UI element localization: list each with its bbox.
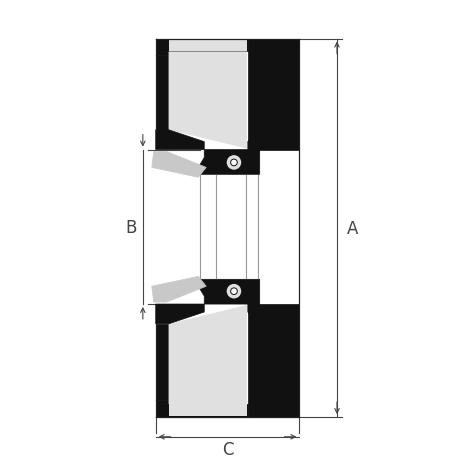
Polygon shape [151,277,206,302]
Polygon shape [151,152,206,178]
Polygon shape [198,150,259,175]
Polygon shape [156,39,247,56]
Polygon shape [156,130,204,150]
Polygon shape [247,136,259,150]
Polygon shape [156,400,247,417]
Polygon shape [156,304,204,324]
Polygon shape [247,39,299,150]
Circle shape [225,155,241,171]
Polygon shape [168,404,246,416]
Text: C: C [221,440,233,458]
Polygon shape [247,304,299,417]
Polygon shape [156,324,168,400]
Text: B: B [125,218,136,236]
Polygon shape [247,304,259,318]
Circle shape [230,288,237,295]
Polygon shape [168,52,246,149]
Polygon shape [168,40,246,52]
Polygon shape [156,56,168,130]
Text: A: A [346,219,358,237]
Circle shape [230,160,237,167]
Polygon shape [168,305,246,404]
Polygon shape [198,280,259,304]
Circle shape [225,284,241,299]
